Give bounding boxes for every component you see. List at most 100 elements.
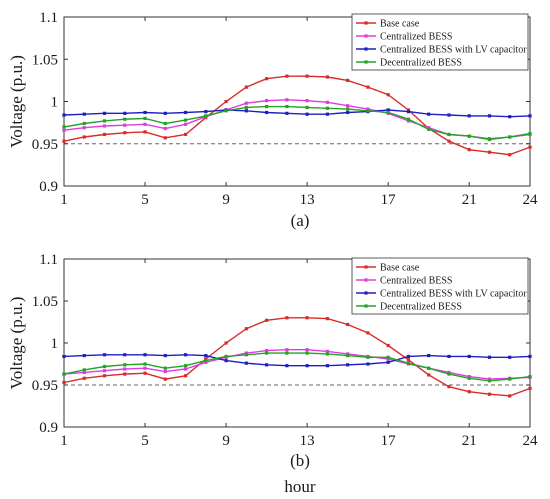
data-point [325,112,329,116]
data-point [386,360,390,364]
y-axis-label: Voltage (p.u.) [7,297,26,390]
series-line-1 [63,349,531,380]
data-point [447,372,451,376]
data-point [183,374,188,378]
data-point [224,109,228,113]
legend-marker [364,278,368,282]
data-point [204,357,208,361]
data-point [204,354,208,358]
data-point [102,124,107,128]
y-tick-label: 0.95 [32,137,58,153]
legend-marker [364,47,368,51]
data-point [163,369,167,374]
legend-entry: Base case [380,263,420,274]
data-point [487,150,492,154]
data-point [102,364,107,369]
x-tick-label: 5 [141,192,149,208]
data-point [143,362,147,366]
data-point [386,110,390,115]
data-point [447,370,451,374]
x-tick-label: 24 [523,192,539,208]
data-point [406,358,411,362]
data-point [183,110,188,115]
data-point [305,348,309,352]
data-point [427,127,431,131]
data-point [143,366,147,370]
legend-entry: Centralized BESS with LV capacitor [380,289,527,300]
data-point [82,126,86,130]
data-point [163,121,167,126]
data-point [224,99,228,104]
legend-entry: Decentralized BESS [380,58,462,69]
data-point [183,353,188,357]
data-point [143,110,147,115]
data-point [123,131,127,135]
data-point [427,126,431,130]
data-point [204,360,208,364]
x-tick-label: 21 [462,192,477,208]
y-tick-label: 1 [51,95,59,111]
data-point [244,361,248,365]
data-point [325,364,329,368]
data-point [143,130,147,134]
data-point [467,375,471,379]
data-point [285,111,289,115]
data-point [487,355,492,359]
data-point [508,355,512,359]
data-point [123,117,127,121]
data-point [305,364,309,368]
data-point [305,351,309,355]
data-point [244,85,248,89]
data-point [325,106,329,110]
y-tick-label: 1.05 [32,52,58,68]
data-point [285,351,289,355]
data-point [508,394,512,398]
data-point [406,354,411,359]
data-point [528,132,532,136]
legend-entry: Decentralized BESS [380,302,462,313]
data-point [427,112,431,116]
data-point [102,111,107,115]
panel-caption: (b) [290,451,310,470]
data-point [447,385,451,389]
y-tick-label: 1.1 [39,252,58,268]
x-tick-label: 9 [222,433,230,449]
data-point [487,377,492,381]
y-tick-label: 1.1 [39,10,58,26]
data-point [528,375,532,379]
data-point [346,104,350,108]
x-tick-label: 17 [381,433,397,449]
x-tick-label: 1 [60,192,68,208]
y-tick-label: 0.95 [32,378,58,394]
data-point [244,101,248,105]
data-point [528,354,532,359]
data-point [305,74,309,78]
data-point [265,351,269,355]
data-point [265,77,269,81]
data-point [346,78,350,82]
data-point [325,352,329,356]
y-tick-label: 1.05 [32,294,58,310]
panel-caption: (a) [291,211,310,230]
legend-marker [364,304,368,308]
data-point [285,348,289,352]
data-point [224,354,228,359]
y-axis-label: Voltage (p.u.) [7,55,26,148]
series-line-3 [63,352,531,382]
legend-entry: Centralized BESS [380,32,453,43]
chart-panel-b: 0.9 0.95 1 1.05 1.1 1 5 9 13 17 21 24 Voltage (p.u.)… [7,252,538,470]
data-point [183,118,188,122]
data-point [305,316,309,320]
data-point [163,126,167,131]
data-point [285,364,289,368]
data-point [62,113,66,117]
legend-entry: Centralized BESS with LV capacitor [380,45,527,56]
data-point [285,316,289,320]
legend-entry: Base case [380,19,420,30]
data-point [447,139,451,143]
series-line-0 [63,317,531,397]
data-point [467,148,471,152]
data-point [163,366,167,370]
data-point [487,392,492,396]
legend-marker [364,60,368,64]
